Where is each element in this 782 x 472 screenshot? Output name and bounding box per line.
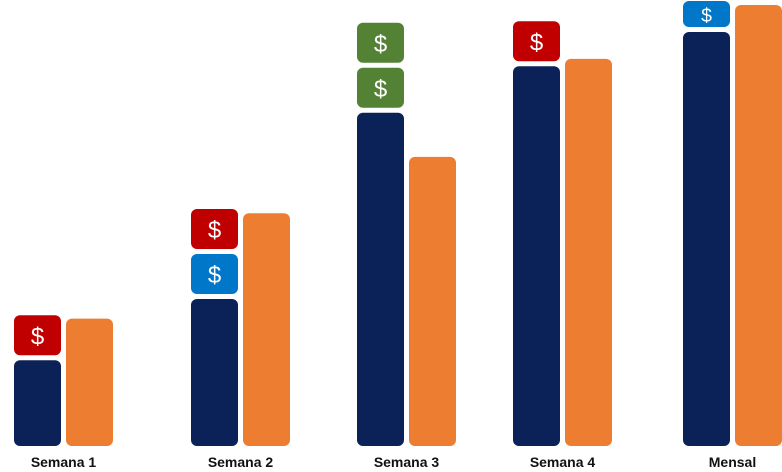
bar — [243, 213, 290, 446]
bar — [513, 66, 560, 446]
bar-group: $ Mensal — [683, 1, 782, 470]
dollar-icon: $ — [208, 262, 221, 289]
bar — [191, 299, 238, 446]
bar — [357, 112, 404, 447]
dollar-token — [513, 21, 560, 62]
dollar-token — [191, 209, 238, 249]
dollar-token — [14, 315, 61, 356]
bar — [409, 156, 456, 446]
dollar-token — [191, 254, 238, 294]
dollar-token — [357, 22, 404, 63]
category-label: Semana 1 — [31, 454, 97, 470]
category-label: Mensal — [709, 454, 756, 470]
dollar-icon: $ — [374, 76, 387, 103]
category-label: Semana 4 — [530, 454, 596, 470]
bar — [565, 58, 612, 447]
bar — [683, 31, 730, 446]
dollar-token — [357, 67, 404, 108]
bar — [66, 318, 113, 446]
category-label: Semana 2 — [208, 454, 274, 470]
category-label: Semana 3 — [374, 454, 440, 470]
bar — [14, 360, 61, 446]
dollar-icon: $ — [31, 323, 44, 350]
bar-group: $ $ Semana 3 — [357, 22, 456, 470]
bar-group: $ Semana 1 — [14, 315, 113, 470]
dollar-icon: $ — [374, 31, 387, 58]
bar-group: $ $ Semana 2 — [191, 209, 290, 470]
dollar-token — [683, 1, 730, 27]
dollar-icon: $ — [701, 5, 712, 27]
bar — [735, 5, 782, 446]
bar-group: $ Semana 4 — [513, 21, 612, 470]
dollar-icon: $ — [530, 29, 543, 56]
dollar-icon: $ — [208, 217, 221, 244]
